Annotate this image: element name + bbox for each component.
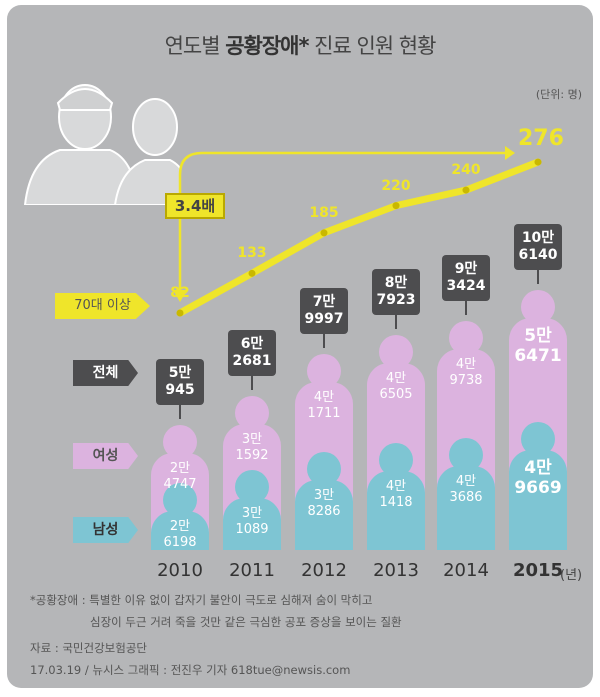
elderly-data-point (392, 202, 400, 210)
female-value-label: 2만 4747 (163, 461, 197, 493)
male-value-label: 2만 6198 (163, 518, 197, 550)
elderly-couple-illustration (23, 84, 180, 205)
male-value-label: 4만 9669 (514, 458, 562, 499)
male-value-label: 3만 8286 (307, 487, 341, 519)
male-bar (509, 450, 567, 550)
male-value-label: 3만 1089 (235, 506, 269, 538)
source: 자료 : 국민건강보험공단 (30, 641, 147, 655)
label-total: 전체 (73, 360, 138, 386)
year-label: 2010 (157, 560, 203, 581)
footnote-line-1: *공황장애 : 특별한 이유 없이 갑자기 불안이 극도로 심해져 숨이 막히고 (30, 593, 373, 607)
elderly-data-point (248, 269, 256, 277)
year-label: 2015 (512, 560, 564, 581)
female-value-label: 3만 1592 (235, 432, 269, 464)
label-elderly: 70대 이상 (55, 293, 150, 319)
male-value-label: 4만 3686 (449, 473, 483, 505)
elderly-data-point (320, 229, 328, 237)
male-bar (295, 479, 353, 550)
elderly-value-label: 82 (170, 285, 190, 301)
multiplier-badge: 3.4배 (165, 193, 225, 219)
year-label: 2013 (373, 560, 419, 581)
total-value-box: 6만 2681 (228, 330, 276, 391)
female-value-label: 4만 9738 (449, 357, 483, 389)
year-suffix: (년) (560, 568, 583, 583)
unit-label: (단위: 명) (535, 88, 582, 101)
year-label: 2011 (229, 560, 275, 581)
elderly-value-label: 220 (381, 177, 411, 194)
elderly-data-point (462, 186, 470, 194)
credit: 17.03.19 / 뉴시스 그래픽 : 전진우 기자 618tue@newsi… (30, 663, 351, 677)
female-value-label: 4만 6505 (379, 370, 413, 402)
male-bar (151, 510, 209, 550)
elderly-value-label: 240 (451, 162, 481, 179)
male-value-label: 4만 1418 (379, 479, 413, 511)
year-label: 2014 (443, 560, 489, 581)
female-value-label: 5만 6471 (514, 325, 562, 366)
elderly-value-label: 276 (518, 126, 564, 152)
elderly-value-label: 185 (309, 204, 339, 221)
male-bar (367, 471, 425, 550)
label-female: 여성 (73, 443, 138, 469)
footnote-line-2: 심장이 두근 거려 죽을 것만 같은 극심한 공포 증상을 보이는 질환 (90, 615, 402, 629)
total-value-box: 8만 7923 (372, 268, 420, 329)
male-bar (437, 465, 495, 550)
total-value-box: 5만 945 (156, 359, 204, 420)
elderly-data-point (534, 158, 542, 166)
elderly-data-point (176, 309, 184, 317)
chart-title: 연도별 공황장애* 진료 인원 현황 (164, 34, 437, 58)
female-value-label: 4만 1711 (307, 390, 341, 421)
growth-arrow (178, 151, 505, 300)
label-male: 남성 (73, 517, 138, 543)
total-value-box: 7만 9997 (300, 288, 348, 348)
male-bar (223, 498, 281, 550)
total-value-box: 10만 6140 (514, 223, 562, 284)
elderly-series-line (176, 158, 542, 317)
total-value-box: 9만 3424 (442, 255, 490, 316)
elderly-value-label: 133 (237, 245, 267, 262)
year-label: 2012 (301, 560, 347, 581)
